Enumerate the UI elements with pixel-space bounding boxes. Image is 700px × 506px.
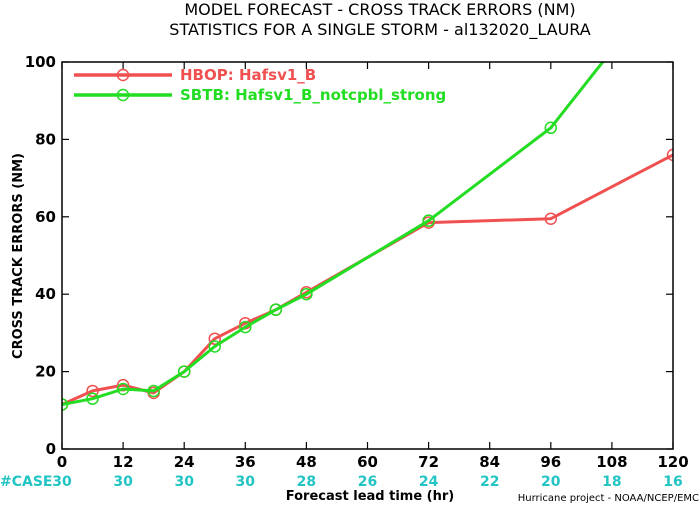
x-tick-label: 72 <box>418 453 439 471</box>
series-2-point <box>300 287 313 301</box>
case-count: 30 <box>113 474 133 490</box>
chart-title-line2: STATISTICS FOR A SINGLE STORM - al132020… <box>169 20 590 40</box>
axes-layer: 0 20 40 60 80 100 0 12 24 36 48 60 72 84 96 108 120 <box>25 53 689 471</box>
x-tick-label: 12 <box>113 453 134 471</box>
x-tick-label: 36 <box>235 453 256 471</box>
legend-marker-hbop <box>116 68 130 82</box>
case-label: #CASE <box>0 474 53 490</box>
legend-marker-sbtb <box>116 88 130 102</box>
series-2-point <box>269 303 283 316</box>
y-tick-label: 40 <box>35 285 56 303</box>
series-1-point <box>208 332 221 345</box>
y-tick-label: 100 <box>25 53 56 71</box>
case-count: 28 <box>297 474 316 490</box>
series-2-point <box>86 392 99 405</box>
case-count: 22 <box>480 474 499 490</box>
legend: HBOP: Hafsv1_B SBTB: Hafsv1_B_notcpbl_st… <box>74 66 446 104</box>
case-count: 16 <box>663 474 682 490</box>
x-axis-label: Forecast lead time (hr) <box>286 489 454 504</box>
x-tick-label: 24 <box>174 453 195 471</box>
series-2-point <box>544 121 558 135</box>
series-1-point <box>86 384 99 398</box>
series-2-point <box>147 384 160 398</box>
plot-frame <box>61 61 674 450</box>
series-2-point <box>116 382 130 396</box>
legend-label-sbtb: SBTB: Hafsv1_B_notcpbl_strong <box>180 86 446 104</box>
x-tick-label: 96 <box>540 453 561 471</box>
series-2-point <box>422 214 435 227</box>
case-count: 30 <box>174 474 194 490</box>
x-tick-label: 108 <box>596 453 627 471</box>
y-tick-label: 60 <box>35 208 56 226</box>
case-count: 24 <box>419 474 439 490</box>
x-tick-label: 0 <box>57 453 67 471</box>
case-counts: 30 30 30 30 28 26 24 22 20 18 16 <box>52 474 682 490</box>
series-layer <box>62 62 673 411</box>
case-count: 26 <box>358 474 377 490</box>
series-1-point <box>116 378 130 392</box>
case-count: 18 <box>602 474 621 490</box>
y-tick-label: 20 <box>35 363 56 381</box>
case-count: 30 <box>52 474 72 490</box>
case-count: 20 <box>541 474 561 490</box>
chart-title-line1: MODEL FORECAST - CROSS TRACK ERRORS (NM) <box>184 0 575 19</box>
x-tick-label: 48 <box>296 453 317 471</box>
series-1-line <box>62 153 673 406</box>
credit-text: Hurricane project - NOAA/NCEP/EMC <box>518 493 699 504</box>
series-2-point <box>239 320 252 334</box>
y-tick-label: 0 <box>46 440 56 458</box>
series-2-point <box>62 398 69 411</box>
series-2-point <box>177 365 191 378</box>
x-tick-label: 60 <box>357 453 378 471</box>
series-2-point <box>208 340 221 353</box>
y-tick-label: 80 <box>35 130 56 148</box>
series-1-point <box>666 148 673 162</box>
legend-label-hbop: HBOP: Hafsv1_B <box>180 66 316 84</box>
y-axis-label: CROSS TRACK ERRORS (NM) <box>11 153 26 359</box>
x-tick-label: 84 <box>479 453 500 471</box>
x-tick-label: 120 <box>657 453 688 471</box>
case-count: 30 <box>236 474 256 490</box>
series-1-point <box>544 212 558 225</box>
